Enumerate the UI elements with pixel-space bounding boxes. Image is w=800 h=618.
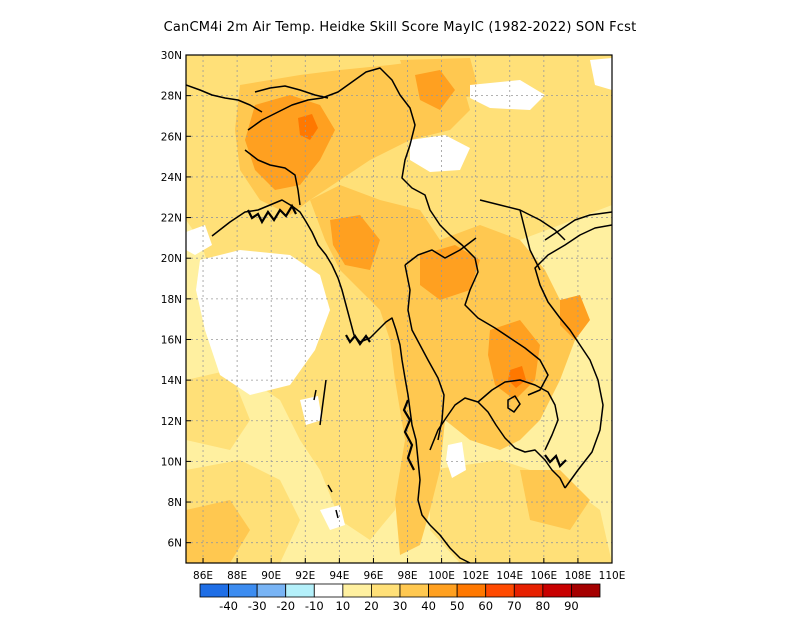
- lat-tick-label: 18N: [161, 294, 182, 306]
- colorbar-swatch: [371, 583, 401, 598]
- colorbar: [199, 583, 601, 598]
- field-level-50-60: [298, 114, 526, 388]
- coastline-bay-of-bengal: [211, 199, 471, 563]
- coastline-borders: [186, 67, 612, 563]
- map-frame: [185, 54, 613, 564]
- tonle-sap-lake: [507, 395, 521, 413]
- lon-tick-label: 104E: [496, 570, 523, 582]
- colorbar-label: 60: [478, 599, 493, 613]
- lon-tick-label: 96E: [363, 570, 383, 582]
- lon-tick-label: 92E: [295, 570, 315, 582]
- colorbar-labels: -40 -30 -20 -10 10 20 30 40 50 60 70 80 90: [219, 599, 579, 613]
- delta-coastline: [247, 203, 567, 471]
- colorbar-swatch: [342, 583, 372, 598]
- colorbar-swatch: [313, 583, 344, 598]
- border-cambodia: [477, 379, 559, 451]
- coastline-south-china: [544, 211, 612, 241]
- lat-tick-label: 26N: [161, 131, 182, 143]
- lon-tick-label: 86E: [193, 570, 213, 582]
- colorbar-swatch: [456, 583, 487, 598]
- colorbar-swatch: [513, 583, 544, 598]
- colorbar-swatch: [485, 583, 515, 598]
- colorbar-swatch: [199, 583, 229, 598]
- colorbar-label: 20: [364, 599, 379, 613]
- colorbar-label: 30: [393, 599, 408, 613]
- lon-tick-label: 90E: [261, 570, 281, 582]
- colorbar-label: 50: [450, 599, 465, 613]
- colorbar-label: 70: [507, 599, 522, 613]
- lat-tick-label: 6N: [167, 538, 182, 550]
- mekong-delta: [544, 454, 567, 468]
- myeik-archipelago: [402, 399, 415, 471]
- lon-tick-label: 106E: [530, 570, 557, 582]
- colorbar-swatch: [428, 583, 458, 598]
- field-level-below-10: [186, 58, 612, 530]
- lat-tick-label: 20N: [161, 253, 182, 265]
- ganges-delta: [247, 203, 297, 225]
- border-laos: [449, 234, 549, 396]
- longitude-labels: 86E 88E 90E 92E 94E 96E 98E 100E 102E 104E 106E 108…: [193, 558, 625, 582]
- map-title: CanCM4i 2m Air Temp. Heidke Skill Score …: [163, 20, 637, 35]
- lon-tick-label: 98E: [398, 570, 418, 582]
- colorbar-swatch: [571, 583, 601, 598]
- lat-tick-label: 10N: [161, 456, 182, 468]
- latitude-labels: 30N 28N 26N 24N 22N 20N 18N 16N 14N 12N 10N 8N 6N: [161, 50, 191, 550]
- border-himalaya: [186, 84, 329, 113]
- colorbar-label: -40: [219, 599, 238, 613]
- coastline-vietnam: [534, 224, 612, 489]
- colorbar-swatch: [285, 583, 315, 598]
- lat-tick-label: 16N: [161, 334, 182, 346]
- lon-tick-label: 108E: [565, 570, 592, 582]
- lat-tick-label: 28N: [161, 91, 182, 103]
- border-myanmar-north: [247, 67, 451, 236]
- lat-tick-label: 8N: [167, 497, 182, 509]
- lon-tick-label: 88E: [227, 570, 247, 582]
- irrawaddy-delta: [345, 334, 371, 346]
- andaman-islands: [313, 379, 327, 426]
- colorbar-label: 90: [564, 599, 579, 613]
- colorbar-swatch: [399, 583, 429, 598]
- coastline-gulf-of-thailand: [429, 397, 566, 489]
- colorbar-label: 80: [536, 599, 551, 613]
- colorbar-swatch: [228, 583, 258, 598]
- colorbar-label: 40: [421, 599, 436, 613]
- lon-tick-label: 94E: [329, 570, 349, 582]
- colorbar-label: -30: [248, 599, 267, 613]
- border-bangladesh: [244, 149, 301, 206]
- lat-tick-label: 14N: [161, 375, 182, 387]
- colorbar-swatch: [542, 583, 572, 598]
- lat-tick-label: 22N: [161, 213, 182, 225]
- colorbar-label: -10: [305, 599, 324, 613]
- lat-tick-label: 30N: [161, 50, 182, 62]
- skill-score-field: [186, 55, 612, 563]
- lat-tick-label: 24N: [161, 172, 182, 184]
- lat-tick-label: 12N: [161, 416, 182, 428]
- colorbar-label: -20: [276, 599, 295, 613]
- nicobar-islands: [327, 484, 339, 519]
- lon-tick-label: 100E: [428, 570, 455, 582]
- colorbar-swatch: [256, 583, 287, 598]
- lon-tick-label: 110E: [599, 570, 626, 582]
- border-thailand: [404, 237, 477, 441]
- lon-tick-label: 102E: [462, 570, 489, 582]
- map-grid: [186, 55, 612, 563]
- colorbar-label: 10: [336, 599, 351, 613]
